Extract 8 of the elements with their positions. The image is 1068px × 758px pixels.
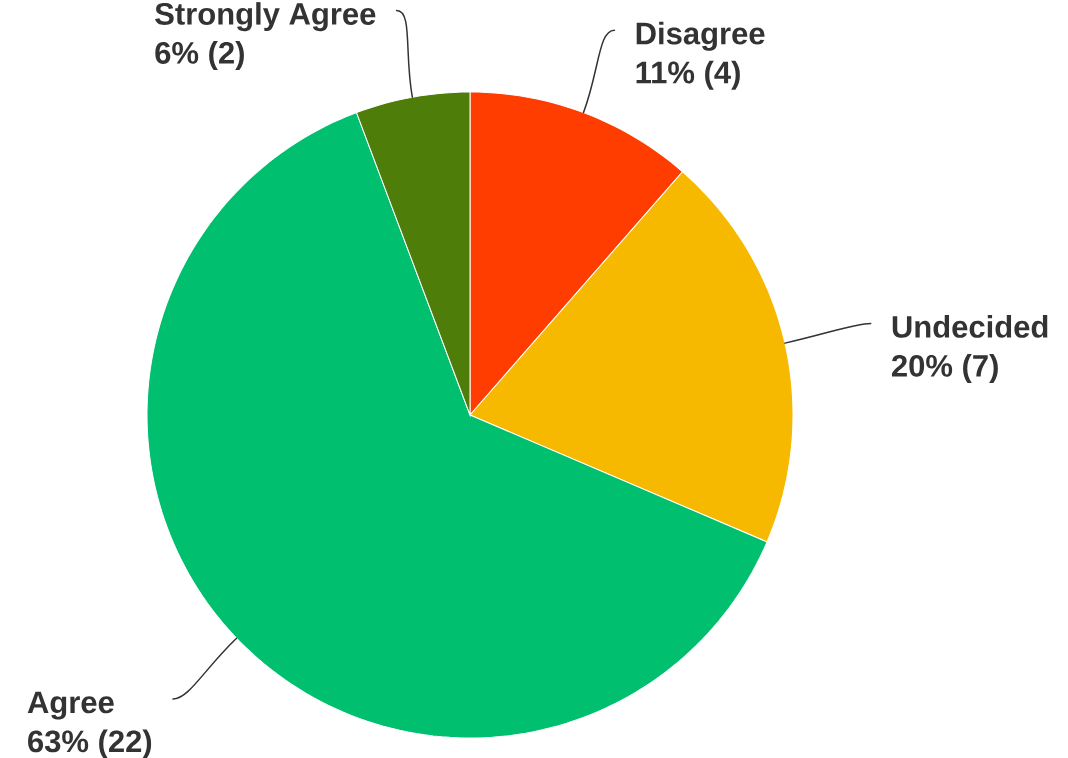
data-label: 63% (22): [28, 729, 152, 758]
data-label: 20% (7): [891, 354, 998, 383]
slice-label: Strongly Agree: [155, 2, 376, 32]
data-label: 11% (4): [636, 60, 740, 90]
slice-label: Undecided: [892, 315, 1048, 338]
slice-label: Agree: [27, 691, 114, 720]
data-label: 6% (2): [155, 41, 244, 71]
slice-label: Disagree: [636, 21, 765, 51]
